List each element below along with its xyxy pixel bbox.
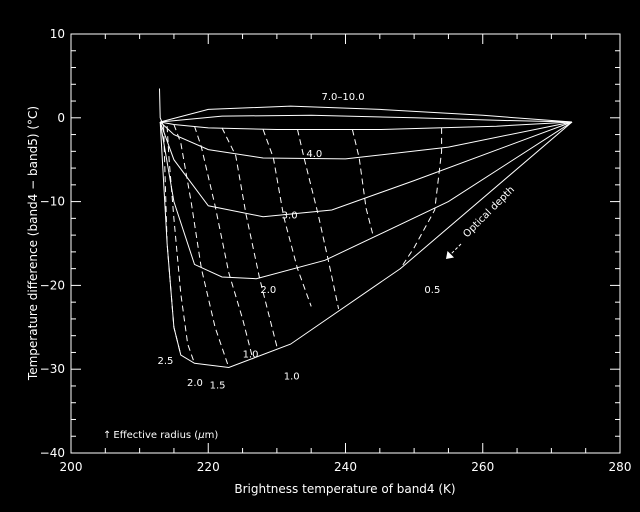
tick-labels: 200 220 240 260 280 10 0 −10 −20 −30 −40 <box>40 27 632 474</box>
curve-label: 4.0 <box>306 149 322 160</box>
curve-labels: 7.0–10.0 4.0 3.0 2.0 0.5 1.0 1.0 2.5 2.0 1.5 <box>157 92 440 391</box>
radius-curve-10 <box>173 124 230 368</box>
radius-curve-16 <box>399 127 443 269</box>
radius-curve-9 <box>166 126 195 364</box>
radius-curve-15 <box>351 129 374 236</box>
y-tick-label: −10 <box>40 195 65 209</box>
curve-label: 1.0 <box>243 349 259 360</box>
radius-curve-8 <box>163 126 182 356</box>
optical-depth-arrow-line <box>448 243 462 257</box>
optical-depth-curve-0 <box>159 88 165 127</box>
optical-depth-curve-1 <box>160 105 573 123</box>
curve-label: 2.0 <box>187 378 203 389</box>
curve-label: 3.0 <box>282 210 298 221</box>
curve-label: 2.5 <box>157 356 173 367</box>
up-arrow-icon: ↑ <box>103 430 111 441</box>
x-tick-label: 200 <box>60 460 83 474</box>
optical-depth-curve-6 <box>159 121 573 280</box>
radius-curve-13 <box>262 129 312 307</box>
y-tick-label: −40 <box>40 446 65 460</box>
x-tick-label: 240 <box>334 460 357 474</box>
axis-ticks <box>70 33 621 454</box>
x-axis-label: Brightness temperature of band4 (K) <box>234 482 455 496</box>
optical-depth-curve-4 <box>159 121 573 160</box>
x-tick-label: 260 <box>471 460 494 474</box>
y-axis-label: Temperature difference (band4 − band5) (… <box>26 106 40 381</box>
curve-label: 1.5 <box>210 380 226 391</box>
plot-lines <box>159 88 573 369</box>
curve-label: 7.0–10.0 <box>321 92 364 103</box>
optical-depth-curve-2 <box>160 114 573 123</box>
radius-curve-11 <box>194 126 254 360</box>
arrowhead-icon <box>446 251 454 259</box>
radius-curve-12 <box>221 127 278 347</box>
y-tick-label: 0 <box>57 111 65 125</box>
x-tick-label: 220 <box>197 460 220 474</box>
x-tick-label: 280 <box>609 460 632 474</box>
y-tick-label: 10 <box>50 27 65 41</box>
optical-depth-curve-5 <box>159 121 573 218</box>
curve-label: 2.0 <box>260 285 276 296</box>
effective-radius-note: ↑ Effective radius (μm) <box>103 430 218 441</box>
y-tick-label: −20 <box>40 278 65 292</box>
y-tick-label: −30 <box>40 362 65 376</box>
radius-curve-14 <box>297 129 340 310</box>
curve-label: 1.0 <box>284 371 300 382</box>
curve-label: 0.5 <box>424 285 440 296</box>
